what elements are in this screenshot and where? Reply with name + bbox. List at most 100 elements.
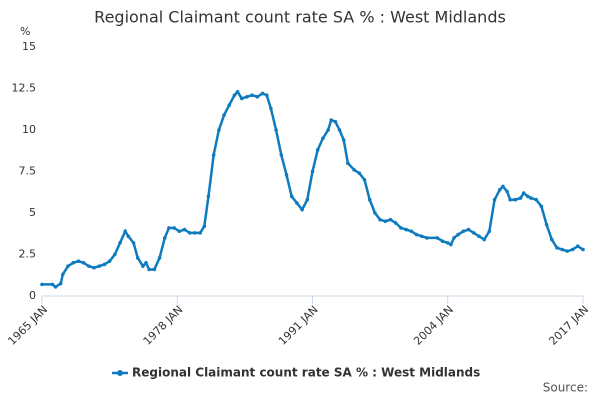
data-point [461, 229, 466, 234]
data-point [337, 128, 342, 132]
data-point [482, 237, 486, 242]
data-point [315, 148, 320, 152]
data-point [222, 113, 226, 117]
data-point [565, 249, 570, 253]
data-point [264, 93, 269, 97]
data-point [40, 282, 44, 287]
data-point [513, 197, 518, 202]
data-point [362, 178, 367, 182]
data-point [227, 103, 232, 107]
y-tick-label: 0 [29, 289, 36, 302]
x-tick-label: 1991 JAN [276, 303, 321, 348]
data-point [555, 246, 559, 250]
data-point [113, 252, 117, 257]
data-point [521, 191, 526, 195]
y-unit: % [20, 25, 30, 38]
data-point [518, 196, 523, 200]
data-point [61, 272, 65, 277]
data-point [102, 262, 107, 267]
data-point [435, 236, 440, 240]
data-point [534, 197, 538, 202]
data-point [419, 234, 424, 239]
data-point [321, 136, 325, 141]
data-point [378, 217, 382, 222]
data-point [388, 217, 393, 222]
data-point [131, 241, 136, 245]
data-point [409, 229, 414, 234]
data-point [404, 227, 408, 232]
data-point [76, 259, 81, 263]
data-point [118, 241, 122, 245]
data-point [539, 204, 544, 209]
data-point [445, 241, 450, 245]
data-point [217, 128, 221, 132]
data-point [449, 242, 453, 247]
y-tick-label: 2.5 [19, 248, 37, 261]
data-point [549, 237, 554, 242]
y-tick-label: 7.5 [19, 165, 37, 178]
data-point [255, 95, 260, 99]
data-point [487, 229, 492, 234]
data-point [383, 219, 388, 224]
data-point [529, 196, 533, 200]
data-point [414, 232, 419, 237]
data-point [452, 236, 456, 240]
data-point [172, 226, 176, 230]
data-point [202, 224, 207, 229]
data-point [346, 161, 350, 165]
data-point [157, 256, 162, 260]
data-point [81, 261, 86, 265]
data-point [508, 197, 512, 202]
data-point [50, 282, 55, 287]
x-tick-label: 1978 JAN [141, 303, 186, 348]
data-point [501, 184, 505, 189]
data-point [575, 244, 580, 248]
data-point [333, 119, 338, 124]
data-point [289, 194, 294, 199]
y-tick-label: 15 [22, 40, 36, 53]
data-point [235, 90, 240, 94]
data-point [295, 201, 299, 205]
data-point [456, 232, 460, 237]
x-tick-label: 2004 JAN [411, 303, 456, 348]
data-point [260, 91, 265, 96]
data-point [357, 171, 362, 175]
data-point [492, 197, 497, 202]
y-tick-label: 12.5 [12, 82, 37, 95]
data-point [352, 168, 356, 172]
series-line [42, 89, 584, 289]
data-point [326, 128, 330, 132]
data-point [206, 194, 211, 199]
data-point [373, 211, 377, 215]
data-point [245, 95, 249, 99]
x-tick-label: 1965 JAN [5, 303, 50, 348]
data-point [87, 264, 91, 268]
data-point [300, 207, 304, 212]
data-point [477, 234, 481, 239]
data-point [71, 261, 76, 265]
data-point [250, 93, 254, 97]
data-point [135, 256, 140, 260]
data-point [177, 229, 182, 234]
x-tick-label: 2017 JAN [546, 303, 591, 348]
data-point [526, 194, 530, 199]
data-point [425, 236, 429, 240]
data-point [193, 231, 197, 235]
data-point [58, 281, 63, 286]
data-point [279, 153, 284, 157]
source: Source: [543, 381, 588, 395]
data-point [187, 231, 192, 235]
data-point [97, 264, 102, 268]
data-point [232, 93, 237, 97]
data-point [560, 247, 564, 252]
data-point [440, 239, 445, 244]
data-point [211, 153, 216, 157]
data-point [144, 261, 148, 265]
data-point [162, 236, 167, 240]
data-point [53, 285, 58, 289]
data-point [393, 221, 398, 225]
data-point [544, 222, 549, 227]
data-point [107, 259, 112, 263]
